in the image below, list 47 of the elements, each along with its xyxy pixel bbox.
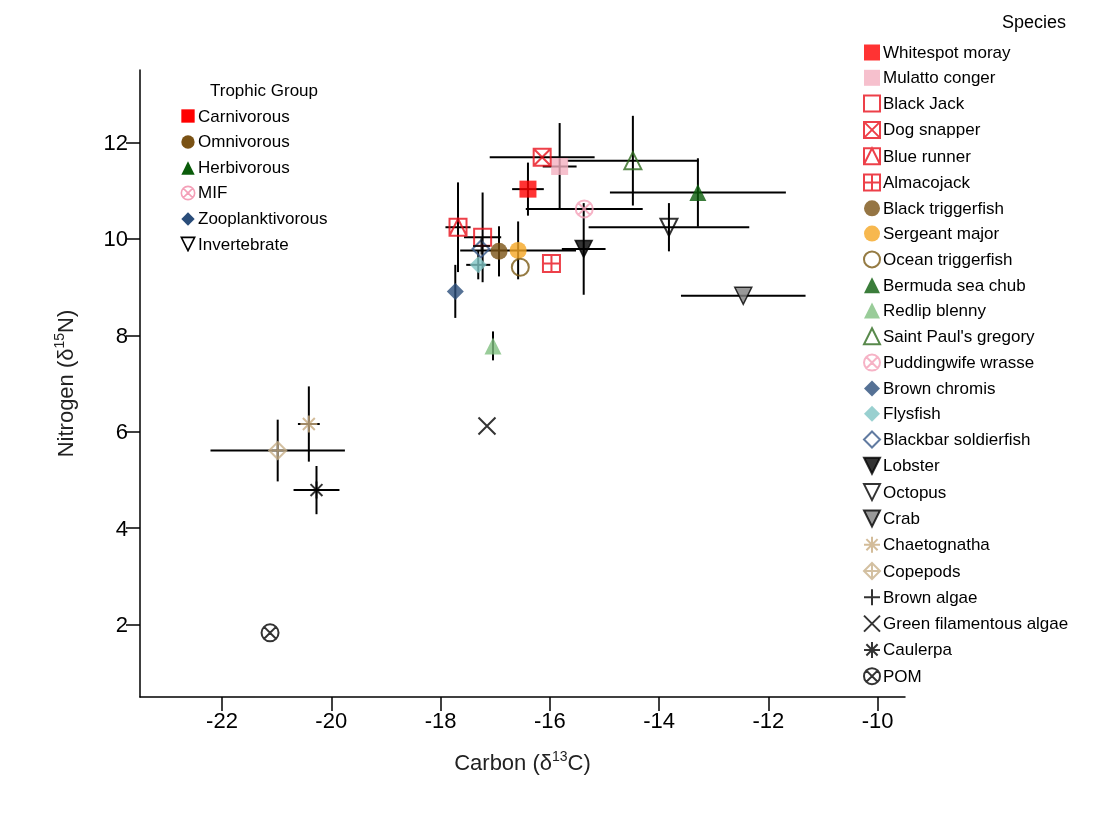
annotation: Invertebrate: [198, 233, 289, 256]
legend-label: Flysfish: [883, 404, 941, 424]
legend-label: Brown algae: [883, 587, 978, 607]
legend-label: Sergeant major: [883, 224, 1000, 244]
legend-label: Mulatto conger: [883, 68, 996, 88]
annotation: Zooplanktivorous: [198, 207, 328, 230]
y-axis-title: Nitrogen (δ15N): [51, 309, 78, 458]
legend-label: Whitespot moray: [883, 43, 1012, 62]
x-tick-label: -10: [861, 707, 894, 733]
legend-label: Green filamentous algae: [883, 614, 1069, 634]
legend-label: Bermuda sea chub: [883, 275, 1026, 295]
legend-label: Copepods: [883, 561, 961, 581]
annotation: Omnivorous: [198, 131, 290, 154]
legend-label: Redlip blenny: [883, 301, 987, 320]
legend-label: Caulerpa: [883, 640, 953, 660]
x-tick-label: -22: [206, 707, 238, 733]
annotation: Herbivorous: [198, 156, 290, 179]
y-tick-label: 10: [103, 226, 128, 252]
legend-label: Saint Paul's gregory: [883, 326, 1036, 346]
legend-title: Species: [1001, 12, 1067, 32]
legend-label: Blue runner: [883, 146, 972, 166]
legend-label: Puddingwife wrasse: [883, 353, 1035, 373]
annotation: MIF: [198, 182, 228, 205]
legend-label: Black triggerfish: [883, 198, 1004, 218]
x-tick-label: -12: [752, 707, 785, 733]
y-tick-label: 8: [115, 322, 128, 348]
legend-label: Blackbar soldierfish: [883, 430, 1031, 449]
annotation: Carnivorous: [198, 105, 290, 128]
annotation: Trophic Group: [209, 80, 320, 102]
legend-label: Octopus: [883, 482, 947, 502]
legend-label: Dog snapper: [883, 120, 981, 140]
legend-label: Chaetognatha: [883, 535, 991, 555]
y-tick-label: 4: [115, 515, 128, 541]
x-tick-label: -16: [533, 707, 566, 733]
y-tick-label: 2: [115, 612, 128, 638]
x-tick-label: -20: [315, 707, 348, 733]
legend-label: Brown chromis: [883, 378, 996, 398]
legend-label: POM: [883, 666, 922, 686]
legend-label: Almacojack: [883, 173, 971, 192]
x-tick-label: -14: [643, 707, 676, 733]
legend-label: Black Jack: [883, 94, 965, 114]
legend-label: Crab: [883, 508, 920, 528]
legend-label: Lobster: [883, 456, 941, 476]
x-tick-label: -18: [424, 707, 457, 733]
legend-label: Ocean triggerfish: [883, 249, 1013, 269]
y-tick-label: 12: [103, 129, 128, 155]
y-tick-label: 6: [115, 419, 128, 445]
